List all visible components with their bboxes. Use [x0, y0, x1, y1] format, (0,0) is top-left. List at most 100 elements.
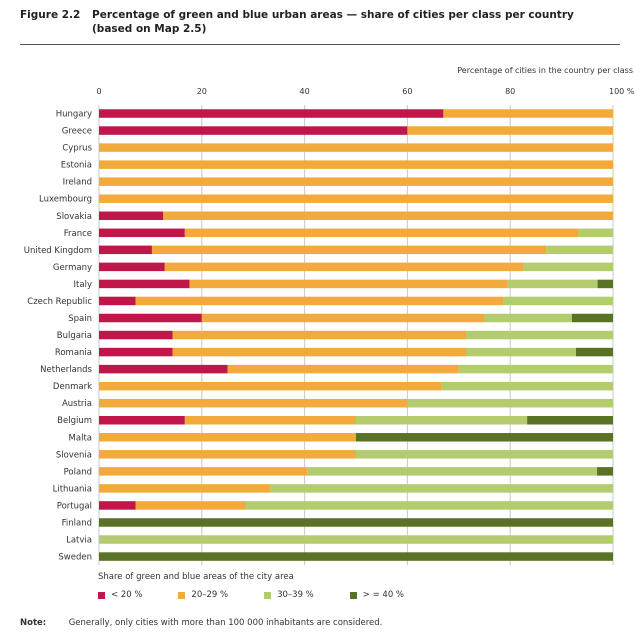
tick-label: 40 — [300, 87, 310, 96]
bar-segment — [99, 518, 613, 527]
country-label: Latvia — [66, 536, 92, 546]
legend-label: > = 40 % — [362, 590, 405, 600]
bar-segment — [99, 126, 408, 135]
bar-segment — [99, 467, 308, 476]
bar-segment — [184, 228, 579, 238]
country-label: Spain — [68, 314, 92, 324]
bar-segment — [575, 347, 613, 357]
note-text: Generally, only cities with more than 10… — [68, 618, 383, 628]
country-label: Finland — [62, 518, 92, 528]
bar-segment — [356, 450, 613, 459]
legend-item: > = 40 % — [349, 590, 405, 600]
stacked-bar-chart: Percentage of cities in the country per … — [24, 66, 635, 566]
bar-segment — [458, 364, 613, 374]
legend-swatch — [264, 591, 272, 599]
legend-items: < 20 % 20–29 % 30–39 % > = 40 % — [98, 590, 440, 600]
bar-segment — [189, 279, 508, 289]
bar-segment — [151, 245, 547, 255]
country-label: Germany — [53, 263, 92, 273]
figure-title: Percentage of green and blue urban areas… — [92, 9, 574, 35]
axis-title: Percentage of cities in the country per … — [457, 66, 633, 75]
bar-segment — [356, 415, 528, 425]
figure-label: Figure 2.2 — [20, 9, 81, 21]
country-label: Romania — [55, 348, 92, 358]
tick-label: 100 % — [609, 87, 635, 96]
country-labels: Hungary Greece Cyprus Estonia Ireland Luxembo… — [24, 110, 93, 563]
country-label: Malta — [69, 433, 92, 443]
legend-item: 20–29 % — [178, 590, 228, 600]
bar-segment — [99, 245, 152, 255]
country-label: Netherlands — [40, 365, 92, 375]
bars — [99, 109, 614, 561]
legend-title: Share of green and blue areas of the cit… — [98, 572, 294, 582]
bar-segment — [99, 535, 613, 544]
bar-segment — [99, 194, 613, 203]
legend-item: < 20 % — [98, 590, 142, 600]
bar-segment — [172, 347, 466, 357]
bar-segment — [201, 313, 485, 323]
bar-segment — [227, 364, 459, 374]
bar-segment — [245, 501, 614, 510]
bar-segment — [407, 398, 613, 408]
bar-segment — [441, 381, 613, 391]
bar-segment — [465, 330, 613, 340]
bar-segment — [99, 501, 136, 510]
country-label: Greece — [62, 127, 92, 137]
bar-segment — [99, 160, 613, 169]
bar-segment — [523, 262, 613, 272]
bar-segment — [99, 398, 408, 408]
bar-segment — [503, 296, 613, 306]
legend-swatch — [349, 591, 357, 599]
country-label: Portugal — [57, 501, 92, 511]
bar-segment — [307, 467, 598, 476]
bar-segment — [465, 347, 576, 357]
bar-segment — [597, 279, 613, 289]
bar-segment — [546, 245, 613, 255]
legend: Share of green and blue areas of the cit… — [98, 572, 440, 600]
country-label: Sweden — [58, 553, 92, 563]
country-label: Slovenia — [56, 450, 92, 460]
legend-swatch — [178, 591, 186, 599]
tick-labels: 0 20 40 60 80 100 % — [96, 87, 634, 96]
bar-segment — [99, 143, 613, 152]
tick-label: 20 — [197, 87, 207, 96]
bar-segment — [578, 228, 613, 238]
bar-segment — [172, 330, 466, 340]
country-label: Hungary — [56, 110, 92, 120]
tick-label: 60 — [402, 87, 412, 96]
country-label: Denmark — [53, 382, 92, 392]
country-label: Italy — [74, 280, 92, 290]
bar-segment — [527, 415, 613, 425]
bar-segment — [99, 450, 356, 459]
country-label: Ireland — [63, 178, 92, 188]
bar-segment — [99, 364, 228, 374]
bar-segment — [99, 433, 356, 442]
bar-segment — [99, 279, 190, 289]
bar-segment — [571, 313, 613, 323]
bar-segment — [164, 262, 524, 272]
bar-segment — [99, 296, 136, 306]
country-label: France — [64, 229, 92, 239]
bar-segment — [99, 330, 173, 340]
bar-segment — [356, 433, 613, 442]
note: Note: Generally, only cities with more t… — [20, 618, 382, 628]
bar-segment — [135, 501, 246, 510]
country-label: Bulgaria — [57, 331, 92, 341]
bar-segment — [99, 347, 173, 357]
bar-segment — [99, 109, 444, 118]
header-rule — [20, 44, 620, 45]
bar-segment — [99, 484, 271, 493]
bar-segment — [597, 467, 613, 476]
country-label: United Kingdom — [24, 246, 92, 256]
bar-segment — [184, 415, 356, 425]
bar-segment — [507, 279, 598, 289]
bar-segment — [99, 262, 165, 272]
bar-segment — [99, 415, 185, 425]
bar-segment — [99, 381, 442, 391]
note-label: Note: — [20, 618, 47, 628]
bar-segment — [99, 228, 185, 238]
legend-item: 30–39 % — [264, 590, 314, 600]
country-label: Czech Republic — [27, 297, 92, 307]
tick-label: 80 — [505, 87, 515, 96]
bar-segment — [407, 126, 613, 135]
